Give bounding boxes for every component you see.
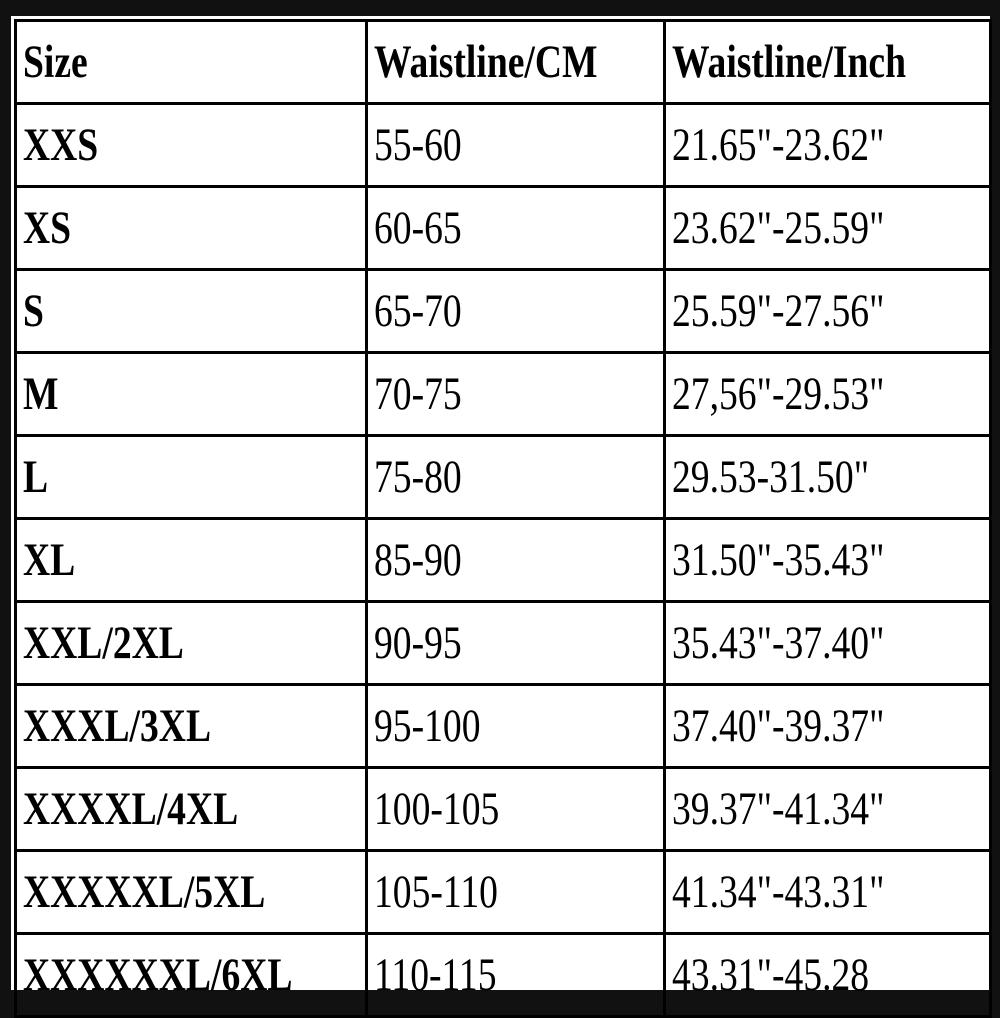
size-cell: M xyxy=(14,351,368,437)
waist-cm-cell: 75-80 xyxy=(365,434,666,520)
header-cell: Waistline/CM xyxy=(365,19,666,105)
size-cell: L xyxy=(14,434,368,520)
size-cell: XXL/2XL xyxy=(14,600,368,686)
table-row: M 70-75 27,56"-29.53" xyxy=(14,351,992,437)
size-cell: XXXXL/4XL xyxy=(14,766,368,852)
size-cell: XS xyxy=(14,185,368,271)
waist-inch-cell: 31.50"-35.43" xyxy=(663,517,992,603)
size-cell: XXXL/3XL xyxy=(14,683,368,769)
size-cell: XXXXXXL/6XL xyxy=(14,932,368,1018)
header-cell: Waistline/Inch xyxy=(663,19,992,105)
waist-cm-cell: 90-95 xyxy=(365,600,666,686)
table-row: XS 60-65 23.62"-25.59" xyxy=(14,185,992,271)
waist-inch-cell: 21.65"-23.62" xyxy=(663,102,992,188)
waist-inch-cell: 23.62"-25.59" xyxy=(663,185,992,271)
size-chart-table: Size Waistline/CM Waistline/Inch XXS 55-6… xyxy=(14,19,992,1018)
table-row: XXXXXXL/6XL 110-115 43.31"-45.28 xyxy=(14,932,992,1018)
table-row: XXXXXL/5XL 105-110 41.34"-43.31" xyxy=(14,849,992,935)
table-row: XXXXL/4XL 100-105 39.37"-41.34" xyxy=(14,766,992,852)
size-cell: XXS xyxy=(14,102,368,188)
table-row: S 65-70 25.59"-27.56" xyxy=(14,268,992,354)
size-cell: XL xyxy=(14,517,368,603)
size-cell: XXXXXL/5XL xyxy=(14,849,368,935)
waist-cm-cell: 110-115 xyxy=(365,932,666,1018)
table-header-row: Size Waistline/CM Waistline/Inch xyxy=(14,19,992,105)
table-row: XL 85-90 31.50"-35.43" xyxy=(14,517,992,603)
waist-inch-cell: 41.34"-43.31" xyxy=(663,849,992,935)
waist-cm-cell: 95-100 xyxy=(365,683,666,769)
waist-inch-cell: 39.37"-41.34" xyxy=(663,766,992,852)
waist-cm-cell: 105-110 xyxy=(365,849,666,935)
size-cell: S xyxy=(14,268,368,354)
waist-cm-cell: 65-70 xyxy=(365,268,666,354)
waist-cm-cell: 85-90 xyxy=(365,517,666,603)
waist-cm-cell: 100-105 xyxy=(365,766,666,852)
waist-inch-cell: 27,56"-29.53" xyxy=(663,351,992,437)
waist-inch-cell: 29.53-31.50" xyxy=(663,434,992,520)
waist-inch-cell: 37.40"-39.37" xyxy=(663,683,992,769)
header-cell: Size xyxy=(14,19,368,105)
table-row: L 75-80 29.53-31.50" xyxy=(14,434,992,520)
table-row: XXXL/3XL 95-100 37.40"-39.37" xyxy=(14,683,992,769)
table-row: XXL/2XL 90-95 35.43"-37.40" xyxy=(14,600,992,686)
waist-cm-cell: 60-65 xyxy=(365,185,666,271)
waist-cm-cell: 55-60 xyxy=(365,102,666,188)
waist-cm-cell: 70-75 xyxy=(365,351,666,437)
table-row: XXS 55-60 21.65"-23.62" xyxy=(14,102,992,188)
waist-inch-cell: 25.59"-27.56" xyxy=(663,268,992,354)
waist-inch-cell: 35.43"-37.40" xyxy=(663,600,992,686)
waist-inch-cell: 43.31"-45.28 xyxy=(663,932,992,1018)
